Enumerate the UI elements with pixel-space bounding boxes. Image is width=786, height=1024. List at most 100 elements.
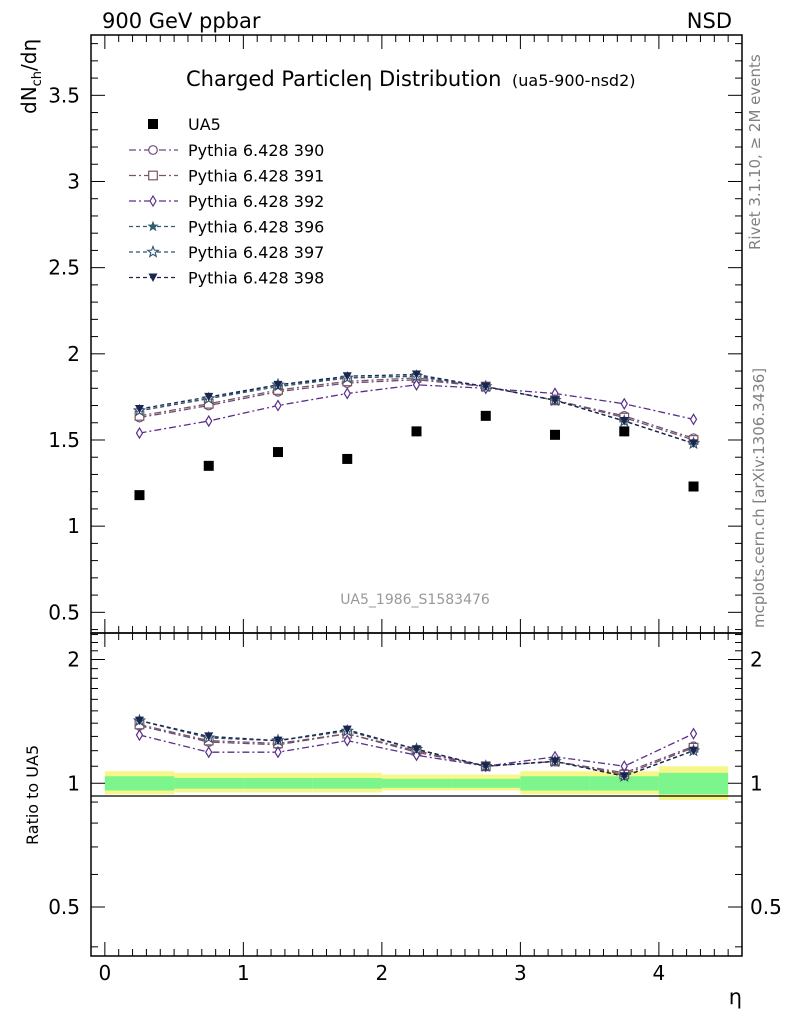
ratio-y-tick-label-right: 1 xyxy=(750,771,763,795)
data-point xyxy=(203,460,214,471)
series-line-p392 xyxy=(139,384,694,434)
ratio-line-p390 xyxy=(139,725,694,774)
ratio-point-p392 xyxy=(205,746,213,759)
band-inner xyxy=(174,777,244,789)
legend-label-p391: Pythia 6.428 391 xyxy=(188,167,324,186)
band-inner xyxy=(451,778,521,788)
ratio-point-p398 xyxy=(342,725,352,735)
x-tick-label: 4 xyxy=(653,961,666,985)
series-line-p397 xyxy=(139,375,694,445)
point-p398 xyxy=(550,396,560,405)
y-tick-label: 2.5 xyxy=(48,256,80,280)
y-tick-label: 3 xyxy=(67,169,80,193)
y-tick-label: 1 xyxy=(67,514,80,538)
ratio-plot-frame xyxy=(90,632,743,957)
data-point xyxy=(688,481,699,492)
ratio-y-tick-label-right: 0.5 xyxy=(750,895,782,919)
point-p392 xyxy=(274,399,282,412)
point-p398 xyxy=(204,392,214,402)
legend-label-p397: Pythia 6.428 397 xyxy=(188,243,324,262)
plot-title: Charged Particleη Distribution xyxy=(186,67,501,91)
legend-label-p398: Pythia 6.428 398 xyxy=(188,269,324,288)
point-p398 xyxy=(134,404,144,414)
ratio-plot: 0.5 0.5 1 1 2 2 0 1 2 3 4 xyxy=(48,632,782,985)
ratio-point-p398 xyxy=(550,757,560,766)
ratio-ylabel: Ratio to UA5 xyxy=(23,745,42,845)
legend: UA5 Pythia 6.428 390 Pythia 6.428 391 Pythi… xyxy=(129,115,324,288)
legend-label-p390: Pythia 6.428 390 xyxy=(188,141,324,160)
ratio-point-p392 xyxy=(274,746,282,759)
point-p398 xyxy=(273,380,283,390)
point-p398 xyxy=(481,382,491,392)
ratio-y-tick-label-right: 2 xyxy=(750,647,763,671)
band-inner xyxy=(658,772,729,795)
point-p398 xyxy=(619,417,629,426)
legend-marker-p396 xyxy=(147,220,159,232)
ratio-point-p398 xyxy=(204,732,214,741)
ratio-y-tick-label: 1 xyxy=(67,771,80,795)
legend-marker-p390 xyxy=(148,145,158,155)
legend-marker-p392 xyxy=(149,194,157,208)
point-p392 xyxy=(135,426,144,440)
band-inner xyxy=(312,777,382,789)
main-ylabel: dNch/dη xyxy=(17,39,45,114)
ratio-point-p398 xyxy=(619,772,629,781)
ratio-point-p398 xyxy=(412,745,421,754)
y-tick-label: 2 xyxy=(67,342,80,366)
ratio-point-p398 xyxy=(273,736,283,746)
analysis-watermark: UA5_1986_S1583476 xyxy=(340,592,490,608)
data-points xyxy=(134,410,699,501)
band-inner xyxy=(381,778,452,788)
point-p392 xyxy=(412,378,421,392)
data-point xyxy=(342,453,353,464)
legend-label-p392: Pythia 6.428 392 xyxy=(188,192,324,211)
ratio-point-p392 xyxy=(343,734,351,747)
x-axis-label: η xyxy=(729,985,742,1009)
band-inner xyxy=(243,777,313,789)
legend-label-p396: Pythia 6.428 396 xyxy=(188,218,324,237)
ratio-point-p398 xyxy=(481,762,491,771)
main-axis-ticks xyxy=(91,35,742,633)
legend-marker-p398 xyxy=(148,273,158,282)
series-line-p398 xyxy=(139,373,694,445)
ratio-axis-ticks xyxy=(91,633,742,956)
point-p392 xyxy=(343,387,351,400)
point-p398 xyxy=(342,372,352,381)
ratio-y-tick-label: 0.5 xyxy=(48,895,80,919)
y-tick-label: 1.5 xyxy=(48,428,80,452)
main-tick-labels: 0.5 1 1.5 2 2.5 3 3.5 xyxy=(48,83,80,624)
header-left: 900 GeV ppbar xyxy=(102,9,261,33)
ratio-y-tick-label: 2 xyxy=(67,647,80,671)
x-tick-label: 1 xyxy=(237,961,250,985)
ratio-tick-labels: 0.5 0.5 1 1 2 2 0 1 2 3 4 xyxy=(48,647,782,985)
header-right: NSD xyxy=(687,9,732,33)
x-tick-label: 3 xyxy=(514,961,527,985)
band-inner xyxy=(589,776,659,791)
data-point xyxy=(619,426,630,437)
ratio-series xyxy=(132,713,701,782)
data-point xyxy=(550,429,561,440)
point-p398 xyxy=(689,439,699,448)
legend-marker-data xyxy=(148,119,158,129)
legend-marker-p397 xyxy=(146,244,160,258)
y-tick-label: 3.5 xyxy=(48,83,80,107)
mcplots-label: mcplots.cern.ch [arXiv:1306.3436] xyxy=(750,368,768,628)
band-inner xyxy=(104,776,175,791)
main-series xyxy=(132,369,701,450)
ratio-point-p398 xyxy=(134,716,144,726)
ratio-point-p392 xyxy=(689,727,698,740)
band-inner xyxy=(520,776,590,791)
data-point xyxy=(480,410,491,421)
main-plot: 0.5 1 1.5 2 2.5 3 3.5 Charged Particleη Distri… xyxy=(48,34,743,634)
data-point xyxy=(272,447,283,458)
point-p392 xyxy=(205,414,213,428)
ratio-point-p398 xyxy=(689,746,699,756)
legend-marker-p391 xyxy=(148,170,158,181)
point-p392 xyxy=(689,413,698,426)
plot-title-tag: (ua5-900-nsd2) xyxy=(512,71,636,90)
y-tick-label: 0.5 xyxy=(48,600,80,624)
x-tick-label: 0 xyxy=(98,961,111,985)
data-point xyxy=(134,490,145,501)
uncertainty-bands xyxy=(104,766,729,801)
